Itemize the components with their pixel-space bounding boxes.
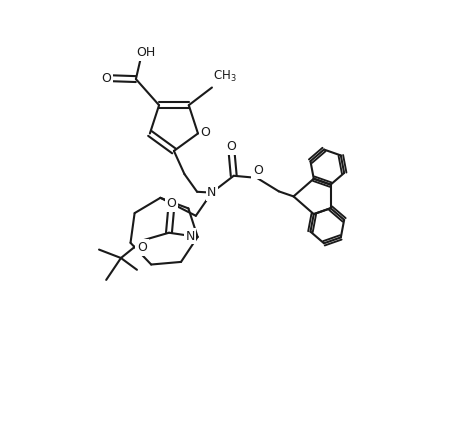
- Text: O: O: [226, 140, 236, 153]
- Text: CH$_3$: CH$_3$: [213, 69, 237, 84]
- Text: O: O: [102, 72, 111, 85]
- Text: O: O: [137, 241, 147, 254]
- Text: O: O: [166, 197, 176, 210]
- Text: O: O: [201, 126, 211, 139]
- Text: N: N: [185, 230, 195, 243]
- Text: OH: OH: [136, 47, 156, 59]
- Text: O: O: [253, 164, 263, 177]
- Text: N: N: [207, 186, 217, 199]
